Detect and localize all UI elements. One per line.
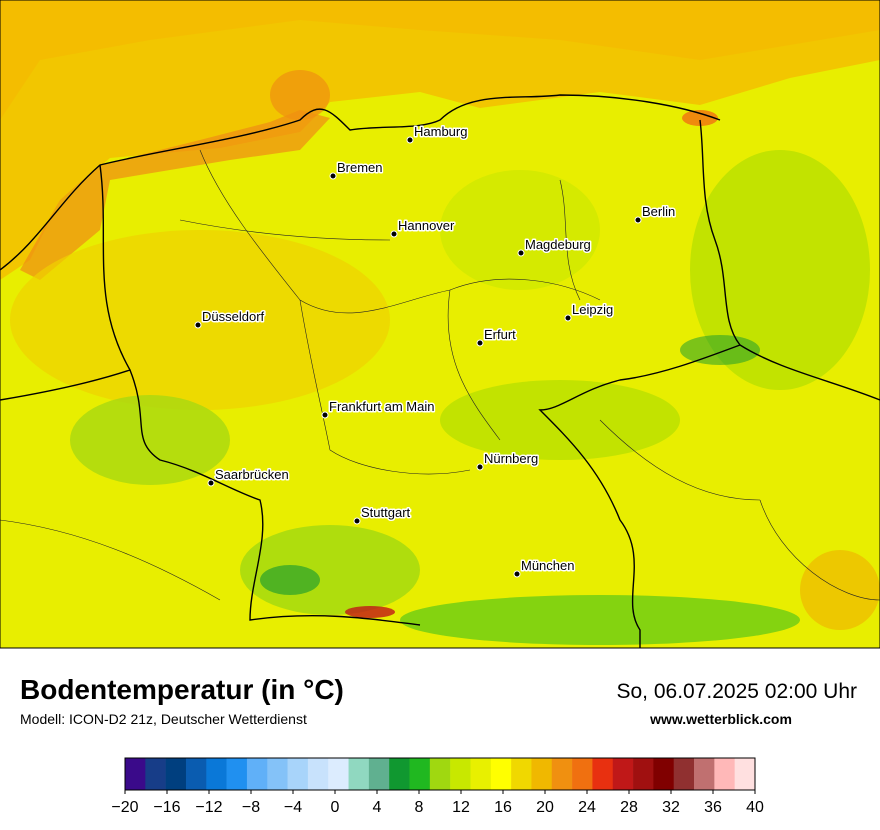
- city-dot: [321, 411, 329, 419]
- color-segment: [490, 758, 512, 790]
- color-segment: [531, 758, 553, 790]
- color-segment: [348, 758, 370, 790]
- color-segment: [409, 758, 431, 790]
- color-segment: [206, 758, 227, 790]
- colorbar: −20 −16 −12 −8 −4 0 4 8 12 16 20 24 28 32 36 40: [111, 757, 764, 816]
- tick-label: 12: [452, 799, 470, 816]
- color-segment: [734, 758, 756, 790]
- color-segment: [328, 758, 349, 790]
- city-label: Bremen: [337, 160, 383, 175]
- tick-label: 8: [415, 799, 424, 816]
- tick-label: 24: [578, 799, 596, 816]
- city-labels: Hamburg Bremen Hannover Berlin Magdeburg Düss…: [194, 123, 677, 578]
- tick-label: −4: [284, 799, 302, 816]
- city-label: Stuttgart: [361, 505, 411, 520]
- tick-label: 4: [373, 799, 382, 816]
- city-label: Saarbrücken: [215, 467, 289, 482]
- website: www.wetterblick.com: [649, 711, 792, 727]
- colorbar-frame: [124, 757, 756, 791]
- color-segment: [511, 758, 532, 790]
- map-art: [0, 0, 880, 649]
- color-segment: [572, 758, 593, 790]
- color-segment: [185, 758, 207, 790]
- tick-label: 16: [494, 799, 512, 816]
- city-label: Berlin: [642, 204, 675, 219]
- color-segment: [287, 758, 309, 790]
- model-note: Modell: ICON-D2 21z, Deutscher Wetterdie…: [20, 711, 307, 727]
- city-dot: [194, 321, 202, 329]
- city-label: Hannover: [398, 218, 455, 233]
- city-dot: [476, 339, 484, 347]
- color-segment: [612, 758, 634, 790]
- city-label: Leipzig: [572, 302, 613, 317]
- tick-label: 36: [704, 799, 722, 816]
- color-segment: [450, 758, 471, 790]
- city-dot: [406, 136, 414, 144]
- tick-label: 32: [662, 799, 680, 816]
- city-dot: [564, 314, 572, 322]
- tick-label: −12: [195, 799, 222, 816]
- city-dot: [517, 249, 525, 257]
- color-segment: [125, 758, 146, 790]
- city-label: Hamburg: [414, 124, 467, 139]
- city-dot: [634, 216, 642, 224]
- tick-label: 0: [331, 799, 340, 816]
- city-label: Nürnberg: [484, 451, 538, 466]
- city-label: Frankfurt am Main: [329, 399, 434, 414]
- color-segment: [246, 758, 268, 790]
- color-segment: [653, 758, 675, 790]
- tick-label: −8: [242, 799, 260, 816]
- city-label: Magdeburg: [525, 237, 591, 252]
- tick-label: 20: [536, 799, 554, 816]
- city-label: Düsseldorf: [202, 309, 265, 324]
- city-dot: [353, 517, 361, 525]
- color-segment: [673, 758, 695, 790]
- tick-label: 40: [746, 799, 764, 816]
- color-segment: [145, 758, 166, 790]
- tick-label: −16: [153, 799, 180, 816]
- city-dot: [329, 172, 337, 180]
- color-segment: [633, 758, 654, 790]
- color-segment: [694, 758, 715, 790]
- city-label: Erfurt: [484, 327, 516, 342]
- map-title: Bodentemperatur (in °C): [20, 674, 344, 705]
- color-segment: [389, 758, 410, 790]
- valid-time: So, 06.07.2025 02:00 Uhr: [616, 680, 857, 703]
- city-dot: [207, 479, 215, 487]
- color-segment: [714, 758, 735, 790]
- color-segment: [165, 758, 187, 790]
- color-segment: [551, 758, 573, 790]
- color-segment: [592, 758, 614, 790]
- tick-label: 28: [620, 799, 638, 816]
- city-dot: [390, 230, 398, 238]
- city-label: München: [521, 558, 574, 573]
- city-dot: [513, 570, 521, 578]
- color-segment: [368, 758, 390, 790]
- city-dot: [476, 463, 484, 471]
- color-segment: [226, 758, 248, 790]
- tick-label: −20: [111, 799, 138, 816]
- color-segment: [307, 758, 329, 790]
- color-segment: [429, 758, 451, 790]
- color-segment: [470, 758, 492, 790]
- color-segment: [267, 758, 288, 790]
